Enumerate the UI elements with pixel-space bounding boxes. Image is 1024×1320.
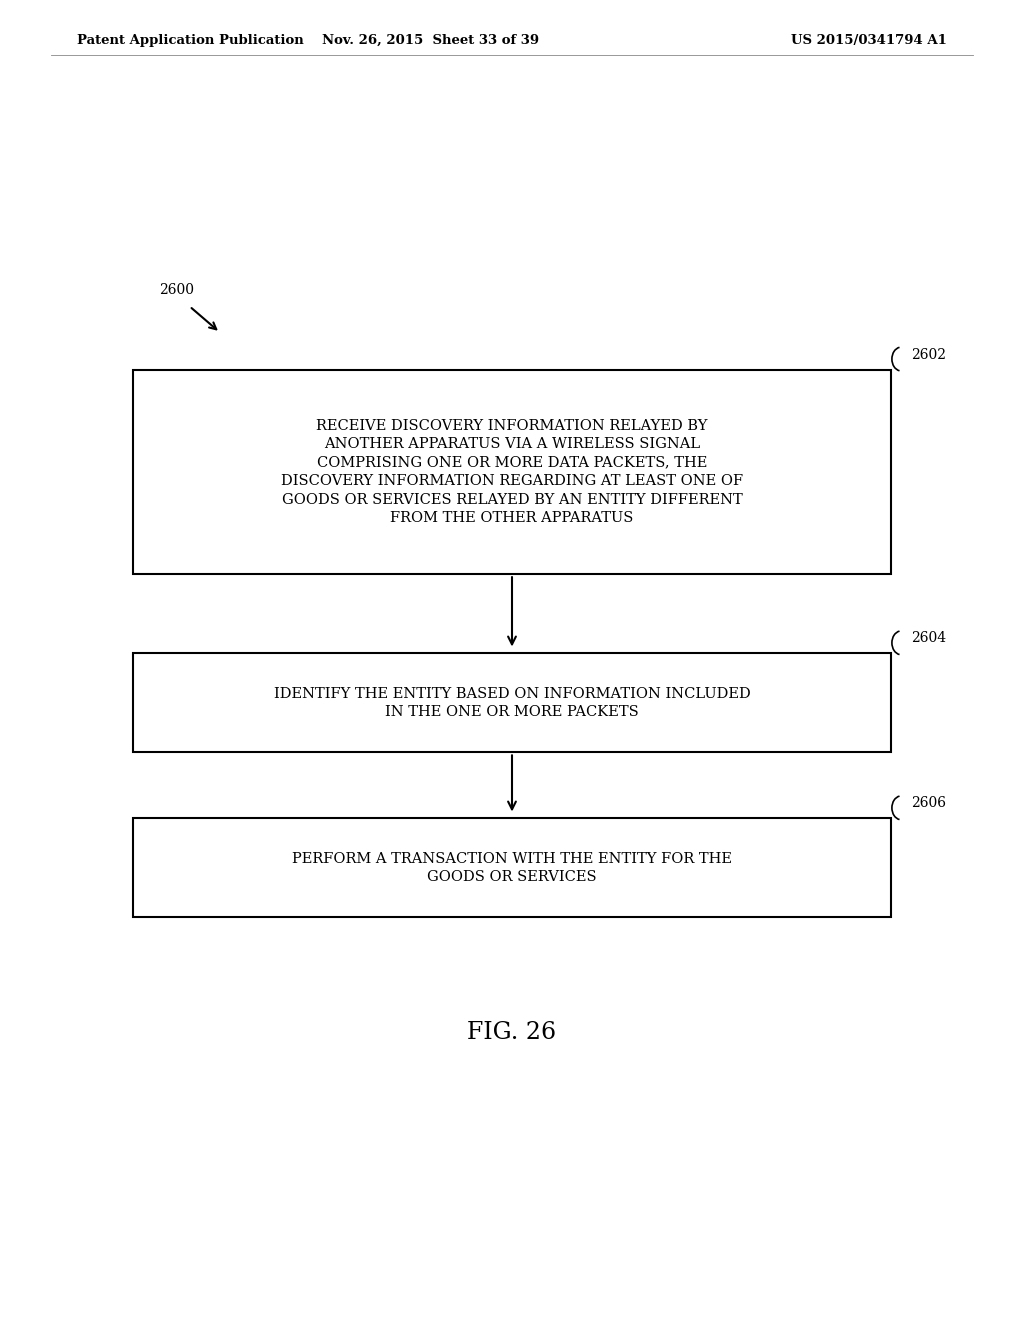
Text: 2606: 2606: [911, 796, 946, 810]
Bar: [133, 653, 891, 752]
Text: 2600: 2600: [159, 284, 194, 297]
Text: IDENTIFY THE ENTITY BASED ON INFORMATION INCLUDED
IN THE ONE OR MORE PACKETS: IDENTIFY THE ENTITY BASED ON INFORMATION…: [273, 686, 751, 719]
Text: RECEIVE DISCOVERY INFORMATION RELAYED BY
ANOTHER APPARATUS VIA A WIRELESS SIGNAL: RECEIVE DISCOVERY INFORMATION RELAYED BY…: [281, 418, 743, 525]
Bar: [133, 818, 891, 917]
Bar: [133, 370, 891, 574]
Text: US 2015/0341794 A1: US 2015/0341794 A1: [792, 34, 947, 46]
Text: Patent Application Publication: Patent Application Publication: [77, 34, 303, 46]
Text: 2604: 2604: [911, 631, 946, 645]
Text: Nov. 26, 2015  Sheet 33 of 39: Nov. 26, 2015 Sheet 33 of 39: [322, 34, 539, 46]
Text: 2602: 2602: [911, 347, 946, 362]
Text: PERFORM A TRANSACTION WITH THE ENTITY FOR THE
GOODS OR SERVICES: PERFORM A TRANSACTION WITH THE ENTITY FO…: [292, 851, 732, 884]
Text: FIG. 26: FIG. 26: [467, 1020, 557, 1044]
